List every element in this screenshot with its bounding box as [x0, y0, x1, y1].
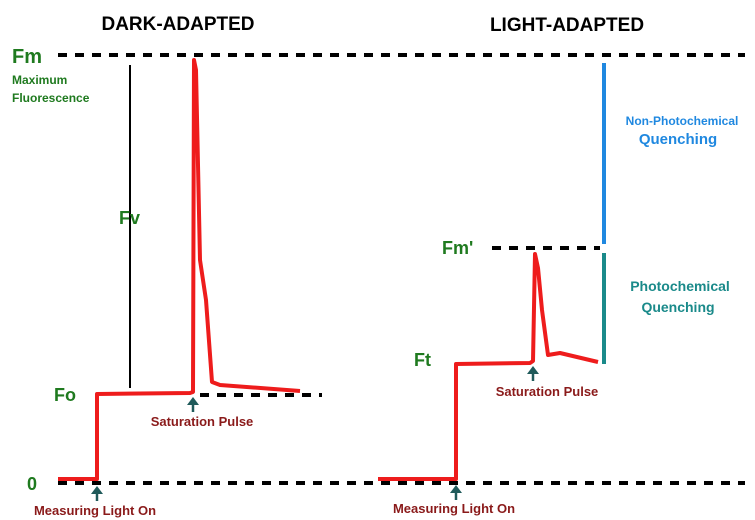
measuring-arrow-right	[450, 485, 462, 500]
measuring-light-label-right: Measuring Light On	[393, 501, 515, 516]
fv-label: Fv	[119, 208, 140, 228]
maximum-label: Maximum	[12, 73, 67, 87]
pq-label-line2: Quenching	[641, 299, 714, 315]
light-adapted-trace	[378, 252, 599, 481]
measuring-light-label-left: Measuring Light On	[34, 503, 156, 518]
heading-light-adapted: LIGHT-ADAPTED	[490, 15, 644, 36]
saturation-arrow-right	[527, 366, 539, 381]
pq-label-line1: Photochemical	[630, 278, 730, 294]
dark-adapted-trace	[58, 58, 301, 481]
measuring-arrow-left	[91, 486, 103, 501]
ft-label: Ft	[414, 350, 431, 370]
saturation-pulse-label-right: Saturation Pulse	[496, 384, 599, 399]
npq-label-line1: Non-Photochemical	[626, 114, 739, 128]
saturation-arrow-left	[187, 397, 199, 412]
event-arrows	[91, 366, 539, 501]
fo-label: Fo	[54, 385, 76, 405]
npq-label-line2: Quenching	[639, 131, 717, 148]
saturation-pulse-label-left: Saturation Pulse	[151, 414, 254, 429]
fluorescence-label: Fluorescence	[12, 91, 90, 105]
reference-lines	[58, 53, 745, 485]
heading-dark-adapted: DARK-ADAPTED	[101, 14, 254, 35]
fm-prime-label: Fm'	[442, 238, 473, 258]
zero-label: 0	[27, 474, 37, 494]
fm-label: Fm	[12, 46, 42, 68]
